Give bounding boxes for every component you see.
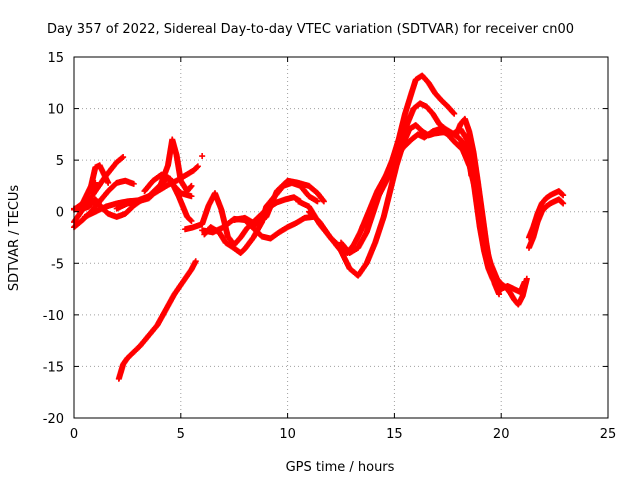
y-tick-label: -5	[51, 257, 64, 272]
data-point	[320, 198, 327, 205]
x-tick-label: 15	[386, 427, 403, 442]
x-tick-label: 25	[600, 427, 617, 442]
x-tick-label: 20	[493, 427, 510, 442]
y-tick-label: 5	[56, 154, 64, 169]
series-track-15	[305, 122, 475, 279]
data-point	[199, 153, 206, 160]
x-tick-label: 0	[70, 427, 78, 442]
data-point	[130, 180, 137, 187]
series-track-9	[115, 258, 199, 382]
data-series	[71, 72, 567, 382]
series-track-8	[141, 171, 195, 224]
data-point	[120, 154, 127, 161]
data-point	[314, 198, 321, 205]
grid-lines	[74, 57, 608, 418]
x-tick-label: 10	[279, 427, 296, 442]
series-track-7	[88, 179, 99, 195]
chart-title: Day 357 of 2022, Sidereal Day-to-day VTE…	[47, 22, 574, 37]
y-tick-label: 15	[47, 51, 64, 66]
series-track-6	[113, 136, 195, 212]
data-point	[194, 163, 201, 170]
series-track-22	[525, 188, 567, 241]
x-axis-label: GPS time / hours	[286, 460, 395, 475]
y-tick-label: -15	[43, 360, 64, 375]
data-point	[188, 217, 195, 224]
x-tick-labels: 0 5 10 15 20 25	[70, 427, 616, 442]
data-point	[194, 164, 201, 171]
series-isolated	[199, 153, 206, 160]
data-point	[105, 179, 112, 186]
y-tick-label: -10	[43, 309, 64, 324]
series-track-1	[71, 154, 127, 226]
data-point	[188, 193, 195, 200]
x-tick-label: 5	[177, 427, 185, 442]
y-tick-label: 10	[47, 103, 64, 118]
y-tick-label: 0	[56, 206, 64, 221]
y-tick-labels: -20 -15 -10 -5 0 5 10 15	[43, 51, 64, 427]
y-axis-label: SDTVAR / TECUs	[7, 185, 22, 292]
data-point	[192, 258, 199, 265]
y-tick-label: -20	[43, 412, 64, 427]
series-track-13	[231, 177, 327, 228]
data-point	[92, 179, 99, 186]
data-point	[188, 182, 195, 189]
data-point	[187, 217, 194, 224]
